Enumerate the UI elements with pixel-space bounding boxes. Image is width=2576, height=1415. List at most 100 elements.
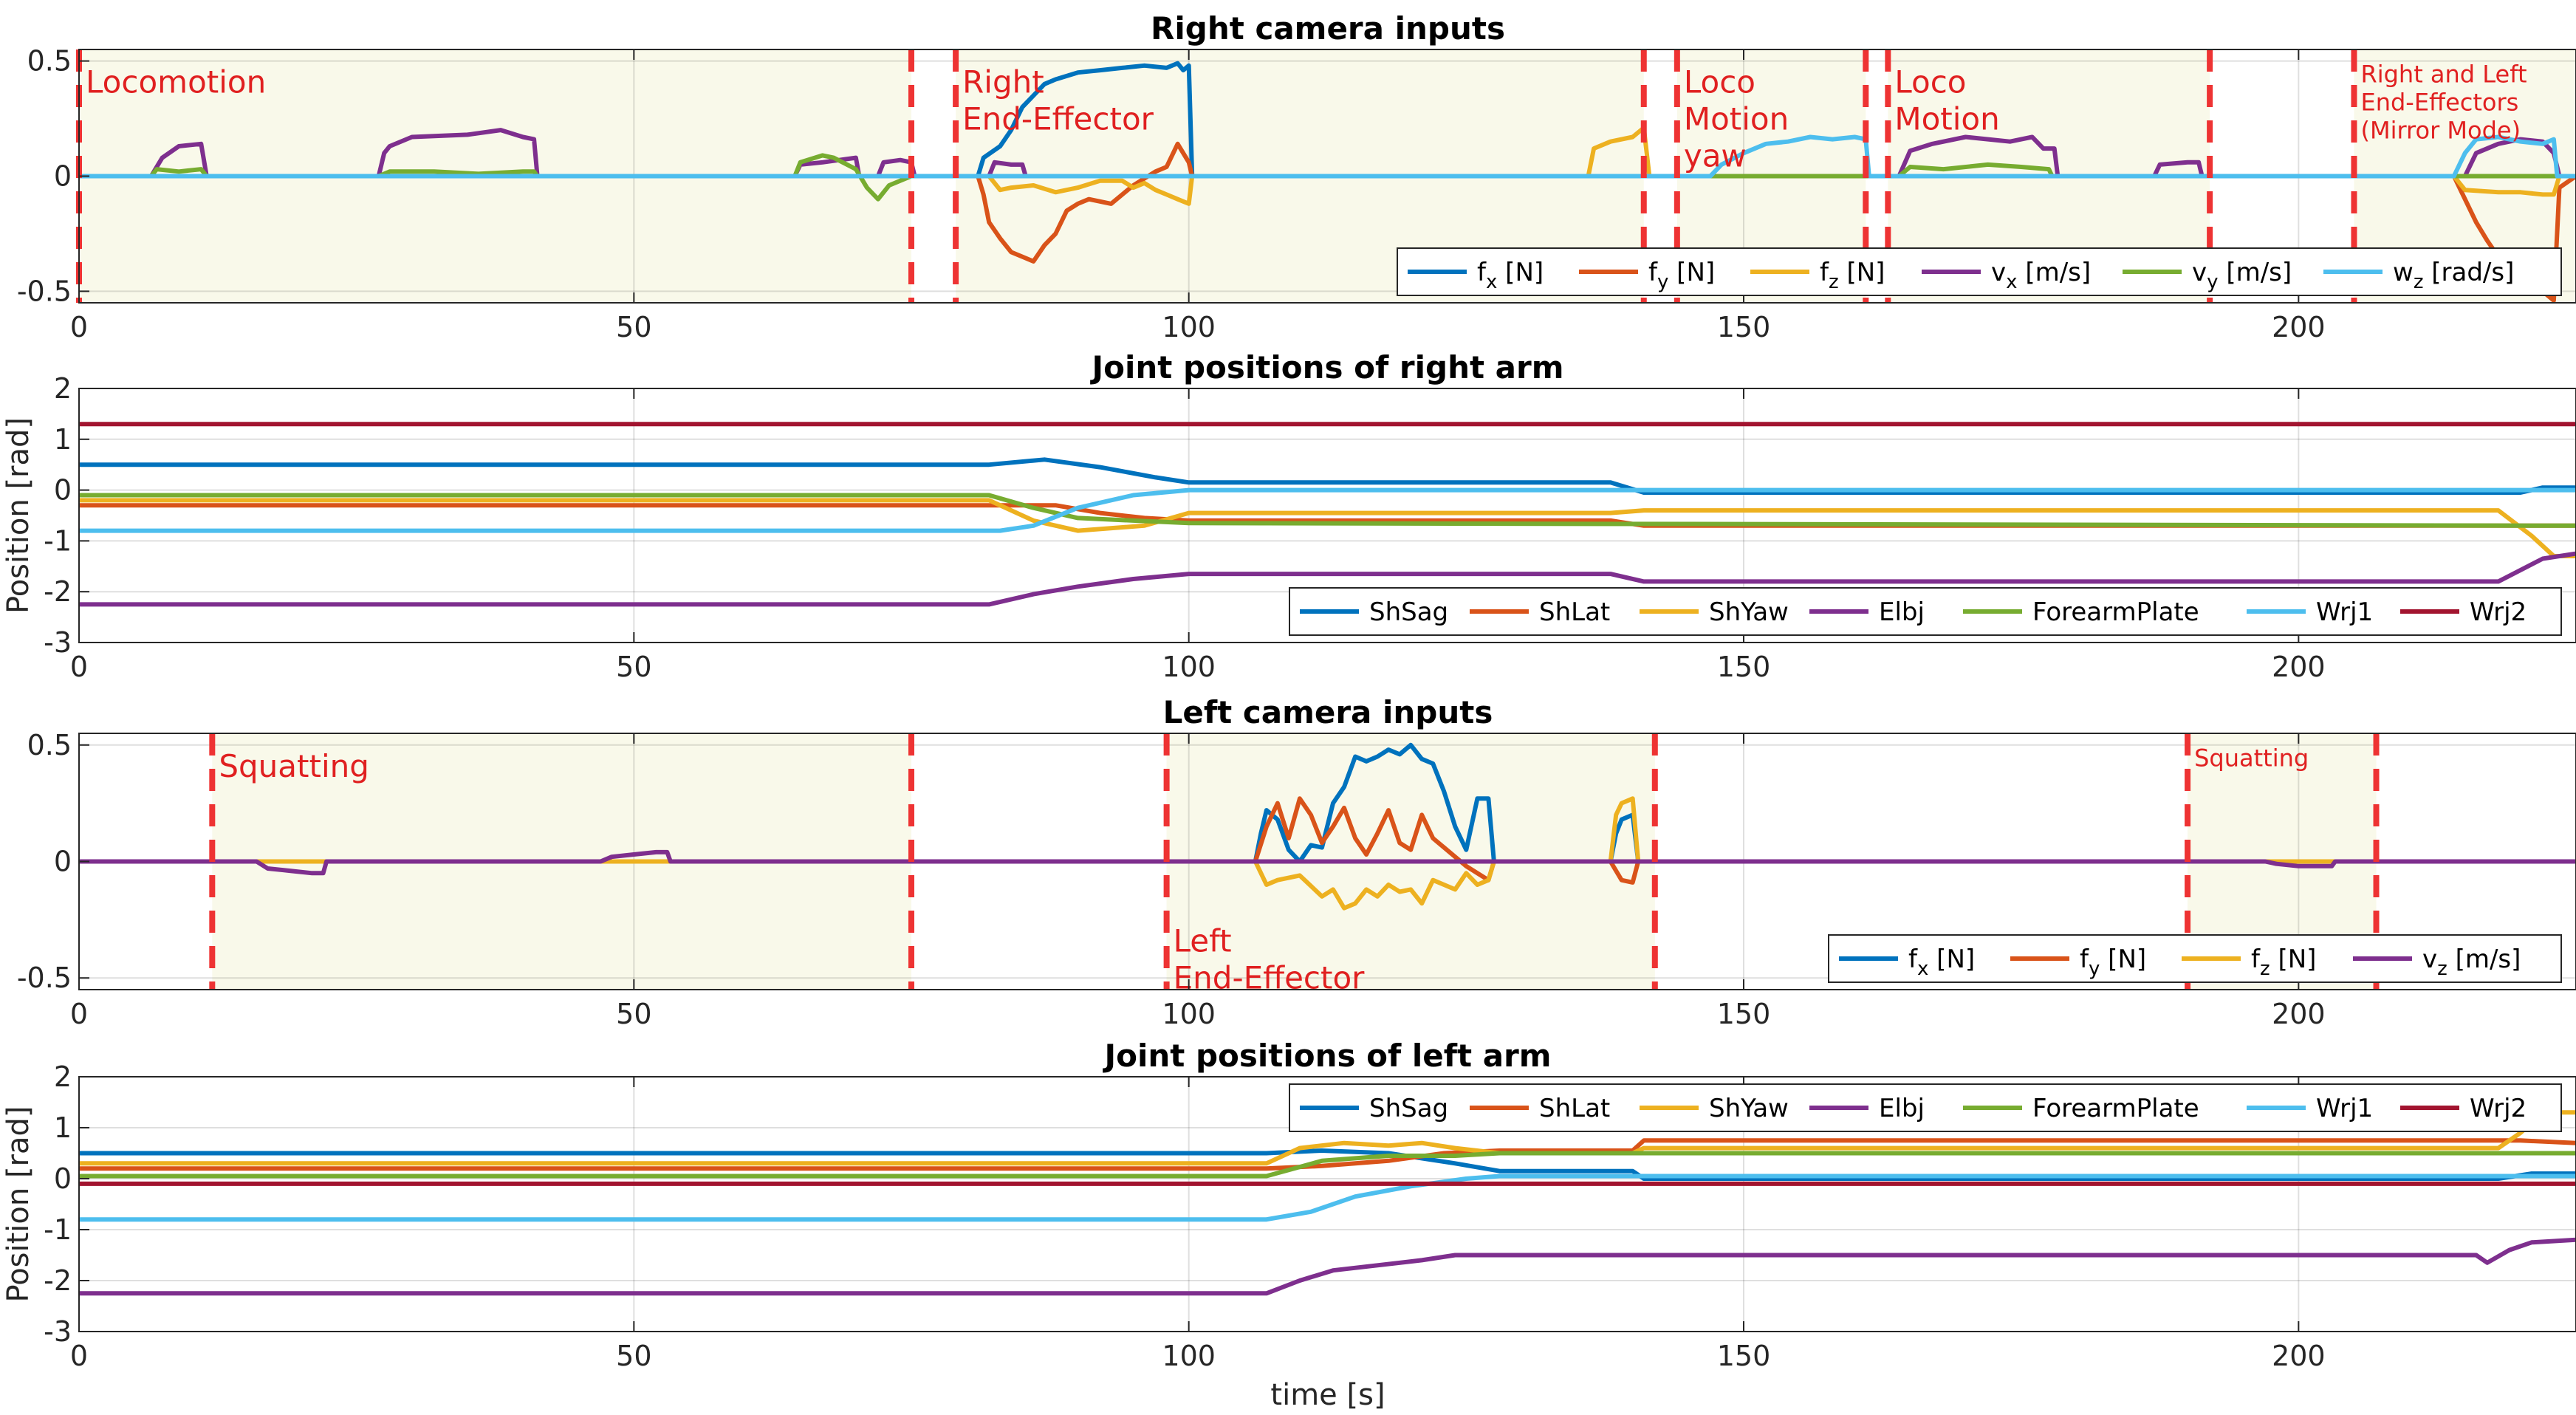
series-line-v-x xyxy=(79,128,2576,179)
y-tick-label: 0.5 xyxy=(27,45,72,78)
legend-label-main: w xyxy=(2393,258,2414,287)
legend-label-main: Elbj xyxy=(1879,1094,1925,1123)
legend-label-sub: x xyxy=(1486,271,1497,293)
x-tick-label: 150 xyxy=(1717,651,1771,683)
legend-label: fz [N] xyxy=(1820,258,1885,293)
phase-annotation: Locomotion xyxy=(86,64,266,100)
legend-label: ShYaw xyxy=(1709,597,1789,627)
legend-entry: ShLat xyxy=(1470,1094,1610,1123)
y-tick-label: 0 xyxy=(54,846,72,878)
annotation-line: End-Effector xyxy=(1174,959,1366,996)
legend-label-main: ShLat xyxy=(1539,1094,1610,1123)
legend-label-sub: y xyxy=(1657,271,1668,293)
legend-label-unit: [N] xyxy=(2270,945,2317,974)
legend-label: ShYaw xyxy=(1709,1094,1789,1123)
series-line-elbj xyxy=(79,1237,2576,1296)
series-line-wrj1 xyxy=(79,487,2576,533)
legend-label-main: ForearmPlate xyxy=(2032,597,2199,627)
legend-entry: Elbj xyxy=(1809,597,1925,627)
legend-label-sub: y xyxy=(2089,958,2100,980)
legend-label-main: ShYaw xyxy=(1709,597,1789,627)
legend-label: vz [m/s] xyxy=(2422,945,2521,980)
legend-entry: fy [N] xyxy=(2010,945,2146,980)
legend-label: ShLat xyxy=(1539,597,1610,627)
phase-annotation: Squatting xyxy=(219,748,369,784)
series-group xyxy=(79,742,2576,911)
annotation-line: Motion xyxy=(1894,101,1999,137)
legend-entry: ShLat xyxy=(1470,597,1610,627)
y-tick-label: 0 xyxy=(54,1162,72,1195)
axes-box xyxy=(78,1076,2576,1332)
legend-label: Wrj1 xyxy=(2316,597,2373,627)
annotation-line: yaw xyxy=(1684,138,1747,174)
legend-label: Elbj xyxy=(1879,597,1925,627)
legend-label: fy [N] xyxy=(1648,258,1715,293)
x-tick-label: 150 xyxy=(1717,998,1771,1030)
series-line-elbj xyxy=(79,551,2576,607)
x-tick-label: 100 xyxy=(1162,998,1216,1030)
legend-label-sub: z xyxy=(2414,271,2424,293)
legend-entry: fz [N] xyxy=(1750,258,1885,293)
y-tick-label: 0.5 xyxy=(27,729,72,761)
legend: ShSag ShLat ShYaw Elbj ForearmPlate Wrj1 Wrj2 xyxy=(1289,587,2562,636)
legend-entry: ShSag xyxy=(1300,597,1448,627)
legend-label-main: ShYaw xyxy=(1709,1094,1789,1123)
legend-entry: ShYaw xyxy=(1640,597,1789,627)
legend-label-unit: [N] xyxy=(1928,945,1975,974)
legend-label-main: f xyxy=(1648,258,1658,287)
series-line-shyaw xyxy=(79,498,2576,558)
annotation-line: End-Effector xyxy=(962,101,1154,137)
legend-label-unit: [rad/s] xyxy=(2423,258,2514,287)
phase-annotation: Squatting xyxy=(2194,744,2309,772)
x-tick-label: 0 xyxy=(70,311,88,343)
annotation-line: Right and Left xyxy=(2360,60,2527,88)
x-tick-label: 50 xyxy=(616,998,651,1030)
subplot-title: Right camera inputs xyxy=(1151,10,1505,47)
y-tick-label: -1 xyxy=(44,1213,72,1246)
annotation-line: Squatting xyxy=(2194,744,2309,772)
series-line-wrj1 xyxy=(79,1174,2576,1222)
y-axis-label: Position [rad] xyxy=(1,417,35,614)
x-axis-label: time [s] xyxy=(1270,1378,1385,1412)
y-tick-label: -1 xyxy=(44,524,72,557)
annotation-line: (Mirror Mode) xyxy=(2360,116,2521,144)
y-tick-label: 0 xyxy=(54,160,72,193)
annotation-line: Loco xyxy=(1894,64,1966,100)
legend-entry: wz [rad/s] xyxy=(2323,258,2514,293)
y-tick-label: -3 xyxy=(44,1315,72,1348)
legend-label-sub: x xyxy=(2006,271,2017,293)
legend-label-main: Wrj2 xyxy=(2470,597,2527,627)
x-tick-label: 150 xyxy=(1717,1340,1771,1372)
annotation-line: Loco xyxy=(1684,64,1755,100)
legend-label-main: ShSag xyxy=(1369,597,1448,627)
legend-label: vy [m/s] xyxy=(2192,258,2292,293)
legend-label: vx [m/s] xyxy=(1991,258,2091,293)
legend-label: ShSag xyxy=(1369,597,1448,627)
legend-label-unit: [m/s] xyxy=(2219,258,2292,287)
phase-annotation: Right End-Effector xyxy=(962,64,1154,137)
x-tick-label: 100 xyxy=(1162,311,1216,343)
legend: fx [N] fy [N] fz [N] vx [m/s] vy [m/s] wz [ra… xyxy=(1397,247,2562,296)
legend-label-main: f xyxy=(1908,945,1918,974)
legend-label-unit: [N] xyxy=(1839,258,1885,287)
legend-entry: vz [m/s] xyxy=(2353,945,2521,980)
y-tick-label: 2 xyxy=(54,1061,72,1093)
legend-label: wz [rad/s] xyxy=(2393,258,2514,293)
legend-label-main: Wrj1 xyxy=(2316,597,2373,627)
legend-label: ShLat xyxy=(1539,1094,1610,1123)
subplot-4: 0 50 100 150 200 -3 -2 -1 0 1 2 Joint positions of … xyxy=(1,1038,2576,1372)
legend-label-main: ShLat xyxy=(1539,597,1610,627)
legend-label: Elbj xyxy=(1879,1094,1925,1123)
legend-label: Wrj2 xyxy=(2470,1094,2527,1123)
annotation-line: Squatting xyxy=(219,748,369,784)
subplot-title: Joint positions of right arm xyxy=(1090,349,1564,386)
y-axis-label: Position [rad] xyxy=(1,1106,35,1302)
x-tick-label: 0 xyxy=(70,998,88,1030)
annotation-line: Motion xyxy=(1684,101,1789,137)
legend-label-main: v xyxy=(2422,945,2437,974)
x-tick-label: 0 xyxy=(70,1340,88,1372)
subplot-title: Joint positions of left arm xyxy=(1102,1038,1551,1074)
legend-label-main: f xyxy=(1477,258,1487,287)
legend-label-unit: [N] xyxy=(2100,945,2146,974)
